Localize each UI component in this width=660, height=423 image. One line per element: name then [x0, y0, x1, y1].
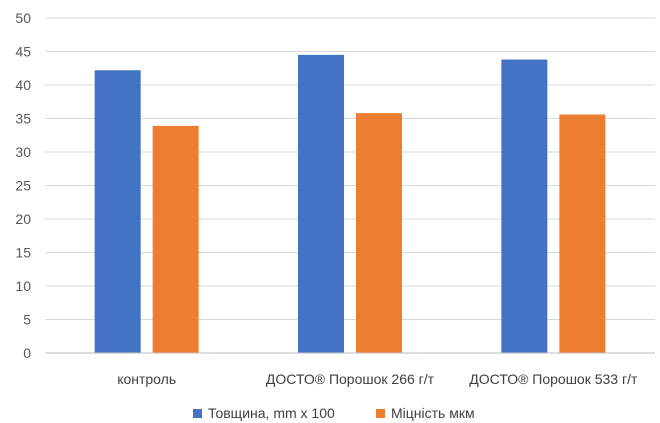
x-axis-categories: контроль ДОСТО® Порошок 266 г/т ДОСТО® Пор…: [117, 371, 638, 387]
y-tick-label: 45: [15, 44, 31, 60]
legend-label-1: Міцність мкм: [391, 405, 475, 421]
bar-series-0-cat-0: [94, 70, 141, 353]
bar-series-0-cat-2: [501, 59, 548, 353]
legend: Товщина, mm x 100 Міцність мкм: [193, 405, 475, 421]
y-tick-label: 40: [15, 77, 31, 93]
y-tick-label: 20: [15, 211, 31, 227]
legend-label-0: Товщина, mm x 100: [208, 405, 335, 421]
gridlines: [45, 17, 655, 320]
legend-swatch-0: [193, 409, 202, 418]
y-tick-label: 25: [15, 178, 31, 194]
bars: [94, 54, 606, 354]
x-category-label: ДОСТО® Порошок 533 г/т: [469, 371, 638, 387]
x-category-label: ДОСТО® Порошок 266 г/т: [266, 371, 435, 387]
y-tick-label: 10: [15, 278, 31, 294]
bar-series-1-cat-1: [356, 113, 402, 353]
bar-series-1-cat-2: [559, 114, 606, 353]
y-axis-ticks: 0 5 10 15 20 25 30 35 40 45 50: [15, 10, 31, 361]
y-tick-label: 5: [23, 312, 31, 328]
y-tick-label: 35: [15, 111, 31, 127]
y-tick-label: 0: [23, 345, 31, 361]
y-tick-label: 15: [15, 245, 31, 261]
bar-series-1-cat-0: [152, 125, 199, 354]
x-category-label: контроль: [117, 371, 176, 387]
y-tick-label: 30: [15, 144, 31, 160]
y-tick-label: 50: [15, 10, 31, 26]
legend-swatch-1: [376, 409, 385, 418]
bar-series-0-cat-1: [298, 54, 344, 353]
